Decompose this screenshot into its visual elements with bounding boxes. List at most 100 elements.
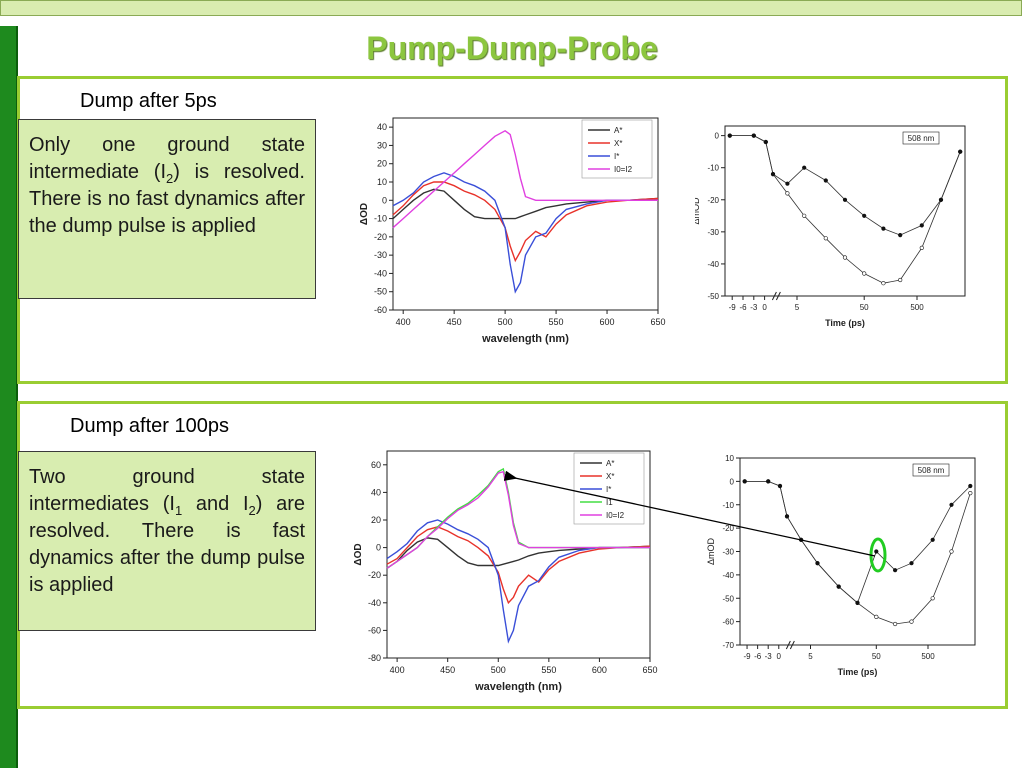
y-axis-label: ΔmOD [706, 537, 716, 565]
y-tick-label: -50 [707, 292, 719, 301]
data-point [930, 596, 935, 601]
y-tick-label: 20 [377, 159, 387, 169]
data-point [766, 479, 771, 484]
description-box-5ps: Only one ground state intermediate (I2) … [18, 119, 316, 299]
y-tick-label: 40 [377, 122, 387, 132]
x-tick-label: 450 [440, 665, 455, 675]
legend-label: I* [606, 485, 611, 494]
y-tick-label: -40 [374, 268, 387, 278]
description-text: ) is resolved. There is no fast dynamics… [29, 161, 305, 237]
y-tick-label: -80 [368, 653, 381, 663]
axis-break [775, 291, 781, 301]
x-tick-label: 5 [795, 303, 800, 312]
description-text: ) are resolved. There is fast dynamics a… [29, 493, 305, 596]
description-text: Only one ground state intermediate (I [29, 134, 305, 183]
x-tick-label: -6 [754, 652, 762, 661]
x-axis-label: wavelength (nm) [481, 333, 569, 345]
data-point [785, 191, 790, 196]
y-tick-label: -30 [374, 250, 387, 260]
x-tick-label: 5 [808, 652, 813, 661]
x-tick-label: 500 [910, 303, 924, 312]
wavelength-box [902, 131, 940, 145]
y-tick-label: -60 [368, 625, 381, 635]
data-point [777, 483, 783, 489]
x-tick-label: -3 [765, 652, 773, 661]
data-point [919, 223, 924, 228]
data-point [874, 549, 879, 554]
x-tick-label: 400 [396, 317, 411, 327]
legend-label: I0=I2 [614, 165, 633, 174]
y-tick-label: -30 [707, 228, 719, 237]
data-point [949, 549, 954, 554]
data-point [881, 281, 886, 286]
y-tick-label: 20 [371, 515, 381, 525]
x-tick-label: -9 [729, 303, 737, 312]
data-point [823, 236, 828, 241]
series-line [392, 188, 659, 220]
x-tick-label: -6 [739, 303, 747, 312]
subscript: 2 [248, 503, 256, 518]
y-tick-label: 0 [376, 543, 381, 553]
y-tick-label: -30 [722, 548, 734, 557]
x-tick-label: 500 [491, 665, 506, 675]
y-tick-label: 0 [715, 132, 720, 141]
legend-label: I0=I2 [606, 511, 625, 520]
data-point [909, 619, 914, 624]
data-point [898, 277, 903, 283]
data-point [958, 149, 963, 154]
spectrum-chart-5ps: 400 450 500 550 600 650 40 30 20 10 0 -10 -20 -30 -40 -… [359, 117, 666, 345]
description-box-100ps: Two ground state intermediates (I1 and I… [18, 451, 316, 631]
y-tick-label: 30 [377, 140, 387, 150]
y-tick-label: -10 [707, 164, 719, 173]
fit-line [729, 135, 961, 236]
data-point [770, 171, 776, 177]
data-point [842, 197, 848, 202]
data-point [881, 226, 886, 231]
y-tick-label: -40 [722, 571, 734, 580]
data-point [823, 178, 828, 183]
legend-label: X* [614, 139, 622, 148]
highlight-ellipse [869, 537, 887, 573]
y-axis-label: ΔOD [353, 543, 364, 565]
data-point [785, 181, 790, 186]
description-text: Two ground state intermediates (I [29, 466, 305, 515]
data-point [815, 561, 820, 566]
data-point [949, 502, 954, 507]
data-point [874, 614, 879, 619]
y-tick-label: -50 [374, 287, 387, 297]
y-tick-label: -40 [707, 260, 719, 269]
plot-frame [724, 125, 966, 297]
x-tick-label: 600 [600, 317, 615, 327]
legend-label: A* [614, 126, 622, 135]
data-point [862, 271, 867, 276]
data-point [802, 165, 807, 170]
y-tick-label: 60 [371, 460, 381, 470]
series-line [392, 181, 659, 263]
x-tick-label: 550 [541, 665, 556, 675]
data-point [802, 213, 807, 218]
plot-frame [739, 457, 976, 646]
slide-title: Pump-Dump-Probe [366, 30, 658, 66]
y-axis-label: ΔOD [359, 203, 370, 225]
data-point [836, 584, 841, 589]
y-tick-label: -20 [722, 524, 734, 533]
left-decorative-bar [0, 26, 18, 768]
data-point [938, 197, 944, 202]
data-point [893, 621, 898, 627]
kinetics-chart-100ps: 100-10-20-30-40-50-60-70-9 -6 -3 0 5 50 500Tim… [706, 454, 976, 677]
y-tick-label: -20 [374, 232, 387, 242]
y-tick-label: 10 [377, 177, 387, 187]
y-tick-label: -40 [368, 598, 381, 608]
y-tick-label: -70 [722, 641, 734, 650]
data-point [930, 537, 935, 542]
data-point [898, 232, 903, 238]
wavelength-label: 508 nm [908, 134, 935, 143]
data-point [842, 255, 848, 260]
x-tick-label: 550 [549, 317, 564, 327]
data-point [862, 213, 867, 218]
legend-label: A* [606, 459, 614, 468]
subscript: 2 [166, 171, 174, 186]
data-point [968, 490, 973, 496]
series-line [386, 526, 651, 605]
wavelength-label: 508 nm [918, 466, 945, 475]
